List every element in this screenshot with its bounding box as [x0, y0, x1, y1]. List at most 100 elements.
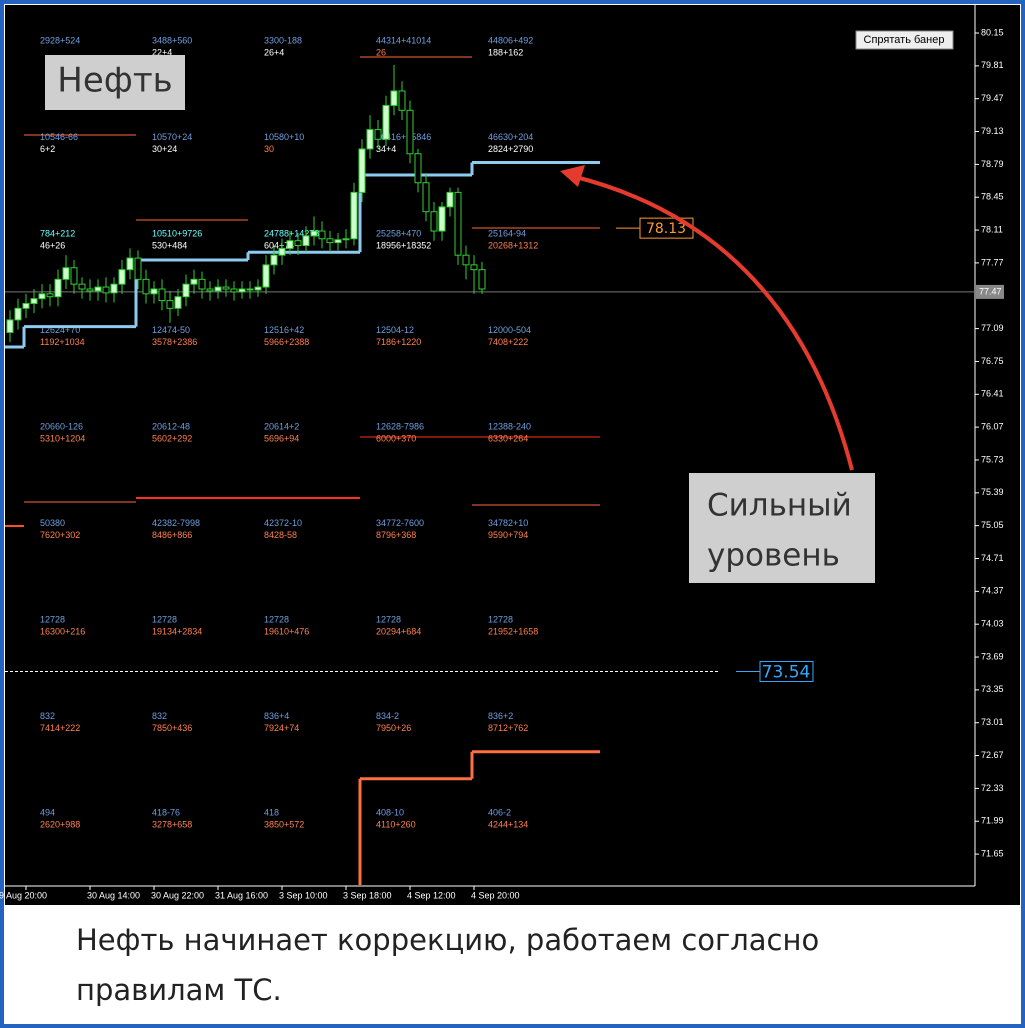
candle-body	[350, 191, 358, 240]
note-box	[689, 473, 875, 583]
level-top: 42372-10	[264, 518, 302, 528]
candle-body	[30, 298, 38, 304]
candle-body	[118, 269, 126, 285]
level-bottom: 7414+222	[40, 723, 80, 733]
y-tick-label: 72.67	[981, 750, 1004, 760]
y-tick-label: 71.65	[981, 848, 1004, 858]
candle-body	[78, 283, 86, 290]
y-tick-label: 72.33	[981, 783, 1004, 793]
level-top: 418-76	[152, 807, 180, 817]
candle-body	[190, 278, 198, 285]
candle-body	[326, 238, 334, 244]
x-tick-label: 9 Aug 20:00	[0, 890, 47, 900]
candle-body	[222, 286, 230, 290]
level-bottom: 3278+658	[152, 819, 192, 829]
hide-button-label[interactable]: Спрятать банер	[864, 34, 945, 46]
candle-body	[110, 283, 118, 294]
note-line: Сильный	[707, 488, 852, 524]
x-tick-label: 4 Sep 12:00	[407, 890, 456, 900]
candle-body	[334, 239, 342, 244]
level-bottom: 8486+866	[152, 530, 192, 540]
level-top: 12628-7986	[376, 421, 424, 431]
candle-body	[270, 254, 278, 266]
candle-body	[446, 191, 454, 208]
y-tick-label: 78.45	[981, 192, 1004, 202]
candle-body	[102, 286, 110, 294]
y-tick-label: 77.77	[981, 257, 1004, 267]
candle-body	[278, 247, 286, 256]
y-tick-label: 76.41	[981, 389, 1004, 399]
y-tick-label: 79.47	[981, 93, 1004, 103]
candle-body	[262, 264, 270, 288]
level-bottom: 7408+222	[488, 337, 528, 347]
level-top: 20660-126	[40, 421, 83, 431]
level-top: 34782+10	[488, 518, 528, 528]
level-bottom: 4244+134	[488, 819, 528, 829]
y-tick-label: 75.73	[981, 454, 1004, 464]
candle-body	[206, 288, 214, 292]
candle-body	[214, 286, 222, 292]
y-tick-label: 78.79	[981, 159, 1004, 169]
y-tick-label: 73.69	[981, 651, 1004, 661]
candle-body	[390, 90, 398, 106]
hide-button[interactable]	[855, 30, 954, 50]
candle-body	[366, 129, 374, 150]
level-top: 25164-94	[488, 228, 526, 238]
level-bottom: 6000+370	[376, 433, 416, 443]
level-bottom: 8796+368	[376, 530, 416, 540]
y-tick-label: 75.05	[981, 520, 1004, 530]
candle-body	[38, 293, 46, 300]
y-tick-label: 76.75	[981, 356, 1004, 366]
level-top: 12000-504	[488, 325, 531, 335]
x-tick-label: 30 Aug 14:00	[87, 890, 140, 900]
level-bottom: 6330+264	[488, 433, 528, 443]
caption-line: Нефть начинает коррекцию, работаем согла…	[76, 923, 819, 957]
candle-body	[438, 206, 446, 232]
level-top: 46630+204	[488, 132, 533, 142]
level-top: 10546-66	[40, 132, 78, 142]
x-tick-label: 30 Aug 22:00	[151, 890, 204, 900]
y-tick-label: 71.99	[981, 816, 1004, 826]
x-tick-label: 4 Sep 20:00	[471, 890, 520, 900]
y-tick-label: 74.71	[981, 553, 1004, 563]
y-tick-label: 78.11	[981, 224, 1003, 234]
x-tick-label: 3 Sep 10:00	[279, 890, 328, 900]
level-top: 12728	[376, 614, 401, 624]
level-top: 12388-240	[488, 421, 531, 431]
x-tick-label: 31 Aug 16:00	[215, 890, 268, 900]
candle-body	[470, 264, 478, 271]
level-top: 3300-188	[264, 35, 302, 45]
level-top: 12624+70	[40, 325, 80, 335]
level-bottom: 5696+94	[264, 433, 299, 443]
level-bottom: 5602+292	[152, 433, 192, 443]
level-bottom: 5966+2388	[264, 337, 309, 347]
candle-body	[46, 293, 54, 298]
candle-body	[302, 235, 310, 247]
candle-body	[294, 240, 302, 247]
level-top: 12728	[40, 614, 65, 624]
level-bottom: 3850+572	[264, 819, 304, 829]
chart-area	[5, 5, 1020, 905]
x-tick-label: 3 Sep 18:00	[343, 890, 392, 900]
level-top: 832	[152, 711, 167, 721]
y-tick-label: 77.09	[981, 323, 1004, 333]
candle-body	[134, 257, 142, 280]
candle-body	[414, 153, 422, 184]
level-bottom: 4110+260	[376, 819, 416, 829]
level-top: 2928+524	[40, 35, 80, 45]
candle-body	[126, 257, 134, 271]
candle-body	[174, 296, 182, 309]
level-top: 44314+41014	[376, 35, 431, 45]
level-top: 836+2	[488, 711, 513, 721]
level-bottom: 19134+2834	[152, 626, 202, 636]
y-tick-label: 74.03	[981, 619, 1004, 629]
level-bottom: 46+26	[40, 240, 65, 250]
candle-body	[230, 288, 238, 293]
level-top: 834-2	[376, 711, 399, 721]
badge-box	[45, 55, 185, 110]
order-lines	[5, 56, 600, 527]
level-top: 406-2	[488, 807, 511, 817]
arrow	[571, 174, 854, 471]
plot: 80.15 79.81 79.47 79.13 78.79 78.45 78.11 77.77…	[0, 27, 1004, 900]
